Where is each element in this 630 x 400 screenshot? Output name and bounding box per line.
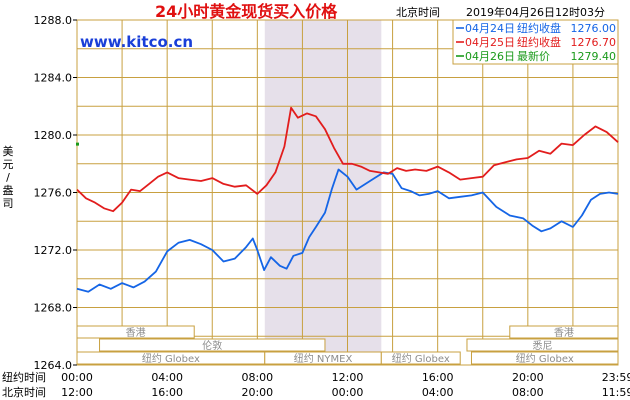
session-bar xyxy=(509,325,619,339)
bj-tick-label: 00:00 xyxy=(332,386,364,399)
y-tick-label: 1276.0 xyxy=(34,187,73,200)
bj-tick-label: 16:00 xyxy=(151,386,183,399)
y-axis-label: 美元/盎司 xyxy=(3,145,14,210)
latest-price-marker xyxy=(76,142,79,146)
ny-tick-label: 00:00 xyxy=(61,371,93,384)
ny-tick-label: 20:00 xyxy=(512,371,544,384)
bj-tick-label: 11:59 xyxy=(602,386,630,399)
legend-date: 04月24日 xyxy=(465,22,515,35)
ny-time-row-label: 纽约时间 xyxy=(2,370,46,384)
session-bar xyxy=(466,338,619,352)
session-label: 香港 xyxy=(554,327,574,339)
y-tick-label: 1288.0 xyxy=(34,14,73,27)
series-line-1 xyxy=(76,168,619,293)
beijing-time-label: 北京时间 xyxy=(396,5,440,19)
session-label: 纽约 NYMEX xyxy=(294,352,353,365)
bj-tick-label: 04:00 xyxy=(422,386,454,399)
legend-label: 纽约收盘 xyxy=(517,35,561,49)
session-label: 纽约 Globex xyxy=(142,352,200,365)
bj-tick-label: 12:00 xyxy=(61,386,93,399)
session-label: 纽约 Globex xyxy=(392,352,450,365)
y-tick-label: 1268.0 xyxy=(34,302,73,315)
ny-tick-label: 16:00 xyxy=(422,371,454,384)
y-axis-label-char: / xyxy=(6,171,10,184)
legend-value: 1276.70 xyxy=(571,36,617,49)
y-tick-labels: 1264.0 1268.0 1272.0 1276.0 1280.0 1284.0 1288… xyxy=(34,14,77,372)
price-series xyxy=(76,106,619,293)
bj-tick-label: 20:00 xyxy=(241,386,273,399)
y-axis-label-char: 司 xyxy=(3,197,14,210)
y-axis-label-char: 美 xyxy=(3,145,14,158)
ny-tick-label: 23:59 xyxy=(602,371,630,384)
y-tick-label: 1264.0 xyxy=(34,359,73,372)
session-bar xyxy=(99,338,326,352)
ny-tick-label: 12:00 xyxy=(332,371,364,384)
y-axis-label-char: 盎 xyxy=(3,183,14,197)
legend-value: 1276.00 xyxy=(571,22,617,35)
legend-label: 纽约收盘 xyxy=(517,21,561,35)
y-axis-label-char: 元 xyxy=(3,158,14,171)
timestamp: 2019年04月26日12时03分 xyxy=(466,5,605,19)
kitco-watermark: www.kitco.cn xyxy=(80,33,193,51)
legend-date: 04月26日 xyxy=(465,50,515,63)
legend: 04月24日 纽约收盘 1276.00 04月25日 纽约收盘 1276.70 04月26日… xyxy=(452,19,619,65)
session-label: 悉尼 xyxy=(532,340,552,352)
legend-label: 最新价 xyxy=(517,49,550,63)
x-tick-labels: 00:00 04:00 08:00 12:00 16:00 20:00 23:59 12:00… xyxy=(61,371,630,399)
legend-value: 1279.40 xyxy=(571,50,617,63)
ny-tick-label: 08:00 xyxy=(241,371,273,384)
session-bar xyxy=(470,351,619,365)
session-label: 伦敦 xyxy=(202,339,222,352)
session-label: 香港 xyxy=(126,327,146,339)
bj-tick-label: 08:00 xyxy=(512,386,544,399)
y-tick-label: 1280.0 xyxy=(34,129,73,142)
y-tick-label: 1284.0 xyxy=(34,72,73,85)
legend-box xyxy=(452,19,619,65)
series-line-2 xyxy=(76,106,619,213)
bj-time-row-label: 北京时间 xyxy=(2,385,46,399)
chart-title: 24小时黄金现货买入价格 xyxy=(155,2,338,21)
ny-tick-label: 04:00 xyxy=(151,371,183,384)
session-bar xyxy=(380,351,461,365)
session-bar xyxy=(76,325,195,339)
y-tick-label: 1272.0 xyxy=(34,244,73,257)
legend-date: 04月25日 xyxy=(465,36,515,49)
session-label: 纽约 Globex xyxy=(516,352,574,365)
